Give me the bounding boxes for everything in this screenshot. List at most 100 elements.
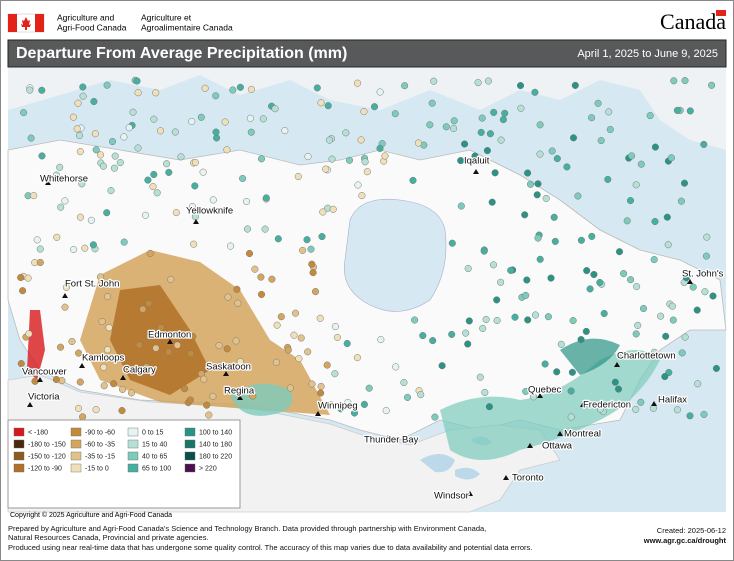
station-dot xyxy=(120,133,128,141)
city-marker xyxy=(651,401,657,406)
station-dot xyxy=(484,77,492,85)
station-dot xyxy=(27,134,35,142)
station-dot xyxy=(488,198,496,206)
station-dot xyxy=(353,79,362,87)
station-dot xyxy=(708,81,716,89)
station-dot xyxy=(181,385,189,393)
station-dot xyxy=(139,305,147,313)
legend-swatch xyxy=(127,463,139,473)
station-dot xyxy=(205,411,213,419)
station-dot xyxy=(634,321,642,329)
station-dot xyxy=(694,380,702,388)
legend-label: -90 to -60 xyxy=(85,429,115,436)
station-dot xyxy=(145,332,153,341)
legend-label: < -180 xyxy=(28,429,48,436)
station-dot xyxy=(286,384,294,392)
station-dot xyxy=(223,345,231,353)
station-dot xyxy=(700,410,708,418)
station-dot xyxy=(273,321,281,329)
station-dot xyxy=(291,309,300,317)
station-dot xyxy=(457,202,465,210)
station-dot xyxy=(62,283,70,291)
station-dot xyxy=(481,388,489,397)
station-dot xyxy=(257,155,266,163)
station-dot xyxy=(127,389,136,397)
station-dot xyxy=(147,367,155,375)
station-dot xyxy=(36,245,44,253)
station-dot xyxy=(274,235,282,243)
city-label: Charlottetown xyxy=(617,351,676,362)
station-dot xyxy=(363,168,371,176)
station-dot xyxy=(229,86,237,94)
legend-label: -15 to 0 xyxy=(85,465,109,472)
station-dot xyxy=(240,387,248,395)
wordmark-flag xyxy=(716,10,726,16)
station-dot xyxy=(76,148,84,156)
station-dot xyxy=(223,146,231,154)
station-dot xyxy=(650,348,658,356)
station-dot xyxy=(74,99,82,107)
station-dot xyxy=(553,155,561,163)
station-dot xyxy=(30,192,38,200)
station-dot xyxy=(511,313,519,321)
station-dot xyxy=(38,86,46,94)
station-dot xyxy=(417,391,425,399)
station-dot xyxy=(567,413,575,421)
legend-label: -35 to -15 xyxy=(85,453,115,460)
city-label: Fredericton xyxy=(583,400,631,411)
station-dot xyxy=(327,401,335,409)
station-dot xyxy=(588,114,596,122)
station-dot xyxy=(110,164,118,172)
station-dot xyxy=(36,258,44,267)
station-dot xyxy=(304,348,312,356)
station-dot xyxy=(600,309,608,318)
station-dot xyxy=(550,213,558,221)
city-marker xyxy=(557,431,563,436)
station-dot xyxy=(524,169,532,177)
legend-swatch xyxy=(70,439,82,449)
station-dot xyxy=(479,324,487,332)
station-dot xyxy=(103,293,112,301)
station-dot xyxy=(662,332,670,340)
station-dot xyxy=(234,299,242,307)
station-dot xyxy=(419,332,427,340)
station-dot xyxy=(681,333,689,341)
city-label: Calgary xyxy=(123,365,156,376)
station-dot xyxy=(563,163,571,171)
station-dot xyxy=(145,300,153,308)
station-dot xyxy=(542,194,550,202)
city-marker xyxy=(467,491,473,496)
station-dot xyxy=(317,382,325,390)
station-dot xyxy=(272,358,280,366)
station-dot xyxy=(79,413,87,421)
title: Departure From Average Precipitation (mm… xyxy=(16,45,347,62)
station-dot xyxy=(457,157,465,165)
city-label: Yellowknife xyxy=(186,206,233,217)
station-dot xyxy=(79,83,87,91)
station-dot xyxy=(53,233,61,241)
station-dot xyxy=(536,150,544,158)
station-dot xyxy=(281,127,289,135)
station-dot xyxy=(156,127,165,135)
station-dot xyxy=(569,317,577,325)
legend-swatch xyxy=(127,451,139,461)
station-dot xyxy=(536,255,544,263)
station-dot xyxy=(100,363,108,371)
station-dot xyxy=(163,160,171,168)
station-dot xyxy=(134,144,142,152)
station-dot xyxy=(693,306,701,314)
station-dot xyxy=(146,249,154,257)
station-dot xyxy=(20,109,28,117)
station-dot xyxy=(203,401,211,409)
city-marker xyxy=(37,377,43,382)
station-dot xyxy=(333,333,341,341)
station-dot xyxy=(661,373,669,381)
station-dot xyxy=(365,384,373,392)
station-dot xyxy=(200,375,208,383)
city-marker xyxy=(527,443,533,448)
station-dot xyxy=(594,99,602,107)
station-dot xyxy=(639,304,648,313)
station-dot xyxy=(52,171,60,179)
station-dot xyxy=(75,131,84,140)
station-dot xyxy=(523,276,531,284)
